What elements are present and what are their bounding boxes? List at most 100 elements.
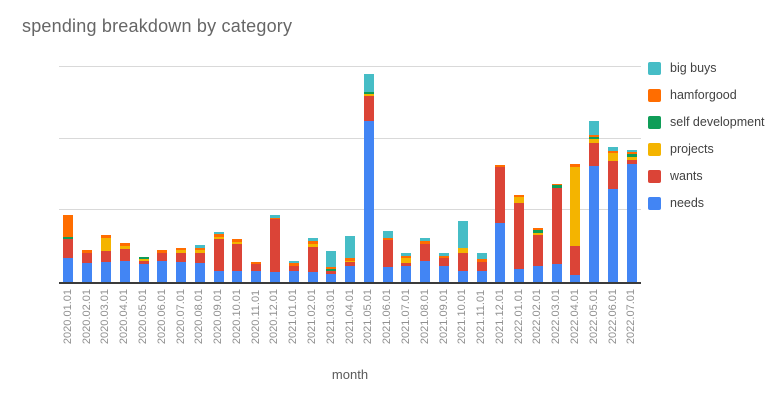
bar-segment-big-buys[interactable] <box>589 121 600 136</box>
bar[interactable] <box>551 183 562 282</box>
bar-segment-wants[interactable] <box>194 252 205 263</box>
bar[interactable] <box>476 252 487 282</box>
bar-segment-needs[interactable] <box>495 223 506 282</box>
bar-segment-hamforgood[interactable] <box>401 255 412 259</box>
bar-segment-big-buys[interactable] <box>476 252 487 260</box>
bar-segment-hamforgood[interactable] <box>288 263 299 266</box>
bar-segment-needs[interactable] <box>608 188 619 282</box>
bar-segment-big-buys[interactable] <box>213 231 224 234</box>
bar[interactable] <box>514 195 525 282</box>
bar-segment-needs[interactable] <box>476 271 487 282</box>
bar-segment-needs[interactable] <box>345 266 356 282</box>
bar[interactable] <box>589 121 600 282</box>
bar[interactable] <box>194 245 205 282</box>
bar-segment-wants[interactable] <box>382 239 393 267</box>
bar-segment-hamforgood[interactable] <box>532 227 543 231</box>
bar-segment-projects[interactable] <box>307 244 318 247</box>
bar-segment-wants[interactable] <box>213 238 224 271</box>
bar-segment-projects[interactable] <box>570 167 581 247</box>
bar-segment-needs[interactable] <box>551 264 562 282</box>
bar-segment-projects[interactable] <box>457 248 468 254</box>
bar-segment-big-buys[interactable] <box>457 221 468 249</box>
bar-segment-needs[interactable] <box>194 262 205 282</box>
bar-segment-projects[interactable] <box>514 197 525 204</box>
bar-segment-needs[interactable] <box>269 271 280 282</box>
legend-item-hamforgood[interactable]: hamforgood <box>648 88 765 102</box>
bar-segment-projects[interactable] <box>194 249 205 253</box>
bar-segment-projects[interactable] <box>345 260 356 262</box>
bar-segment-wants[interactable] <box>551 188 562 265</box>
bar[interactable] <box>251 261 262 282</box>
bar-segment-needs[interactable] <box>401 266 412 282</box>
bar[interactable] <box>345 236 356 282</box>
bar-segment-projects[interactable] <box>138 259 149 262</box>
bar-segment-wants[interactable] <box>345 261 356 267</box>
bar-segment-needs[interactable] <box>157 260 168 282</box>
bar-segment-hamforgood[interactable] <box>495 165 506 168</box>
bar[interactable] <box>363 74 374 282</box>
bar-segment-needs[interactable] <box>251 271 262 282</box>
bar-segment-wants[interactable] <box>589 142 600 166</box>
bar-segment-big-buys[interactable] <box>326 250 337 267</box>
bar-segment-hamforgood[interactable] <box>194 247 205 250</box>
bar-segment-big-buys[interactable] <box>363 74 374 93</box>
bar-segment-self-development[interactable] <box>589 137 600 139</box>
bar-segment-needs[interactable] <box>570 274 581 282</box>
bar-segment-needs[interactable] <box>514 269 525 282</box>
bar-segment-hamforgood[interactable] <box>514 195 525 198</box>
bar-segment-hamforgood[interactable] <box>382 237 393 240</box>
bar-segment-wants[interactable] <box>608 160 619 189</box>
bar-segment-hamforgood[interactable] <box>251 261 262 265</box>
bar-segment-self-development[interactable] <box>138 256 149 260</box>
bar[interactable] <box>307 238 318 282</box>
bar-segment-wants[interactable] <box>420 244 431 262</box>
bar-segment-hamforgood[interactable] <box>326 266 337 270</box>
bar-segment-needs[interactable] <box>326 274 337 282</box>
bar-segment-hamforgood[interactable] <box>82 249 93 253</box>
bar-segment-wants[interactable] <box>288 265 299 272</box>
bar-segment-projects[interactable] <box>213 236 224 239</box>
bar-segment-hamforgood[interactable] <box>439 256 450 259</box>
bar-segment-needs[interactable] <box>138 264 149 282</box>
bar-segment-wants[interactable] <box>251 264 262 272</box>
bar-segment-hamforgood[interactable] <box>551 183 562 186</box>
bar-segment-big-buys[interactable] <box>382 231 393 238</box>
bar-segment-needs[interactable] <box>589 165 600 282</box>
bar-segment-projects[interactable] <box>100 238 111 252</box>
bar-segment-projects[interactable] <box>232 241 243 245</box>
bar-segment-big-buys[interactable] <box>401 252 412 256</box>
bar-segment-hamforgood[interactable] <box>176 247 187 251</box>
bar-segment-hamforgood[interactable] <box>345 258 356 261</box>
bar-segment-self-development[interactable] <box>326 269 337 272</box>
bar[interactable] <box>626 150 637 282</box>
bar-segment-hamforgood[interactable] <box>119 243 130 247</box>
bar-segment-needs[interactable] <box>626 164 637 282</box>
bar[interactable] <box>457 221 468 282</box>
bar-segment-needs[interactable] <box>420 261 431 282</box>
bar-segment-self-development[interactable] <box>626 154 637 158</box>
bar-segment-hamforgood[interactable] <box>213 233 224 237</box>
bar-segment-needs[interactable] <box>307 271 318 282</box>
legend-item-big-buys[interactable]: big buys <box>648 61 765 75</box>
bar-segment-hamforgood[interactable] <box>307 241 318 245</box>
bar[interactable] <box>570 164 581 282</box>
bar-segment-self-development[interactable] <box>551 185 562 189</box>
bar-segment-big-buys[interactable] <box>439 252 450 257</box>
bar-segment-needs[interactable] <box>63 258 74 282</box>
bar-segment-wants[interactable] <box>439 258 450 266</box>
bar[interactable] <box>213 231 224 282</box>
bar-segment-hamforgood[interactable] <box>589 135 600 138</box>
bar-segment-needs[interactable] <box>363 121 374 282</box>
bar-segment-projects[interactable] <box>608 152 619 161</box>
bar-segment-big-buys[interactable] <box>345 236 356 259</box>
bar-segment-projects[interactable] <box>589 138 600 143</box>
bar-segment-hamforgood[interactable] <box>476 259 487 262</box>
bar-segment-wants[interactable] <box>307 246 318 272</box>
bar[interactable] <box>138 256 149 282</box>
bar-segment-wants[interactable] <box>495 167 506 224</box>
bar-segment-big-buys[interactable] <box>269 215 280 218</box>
bar[interactable] <box>176 247 187 282</box>
bar-segment-hamforgood[interactable] <box>626 151 637 155</box>
bar[interactable] <box>100 235 111 282</box>
bar[interactable] <box>532 227 543 282</box>
